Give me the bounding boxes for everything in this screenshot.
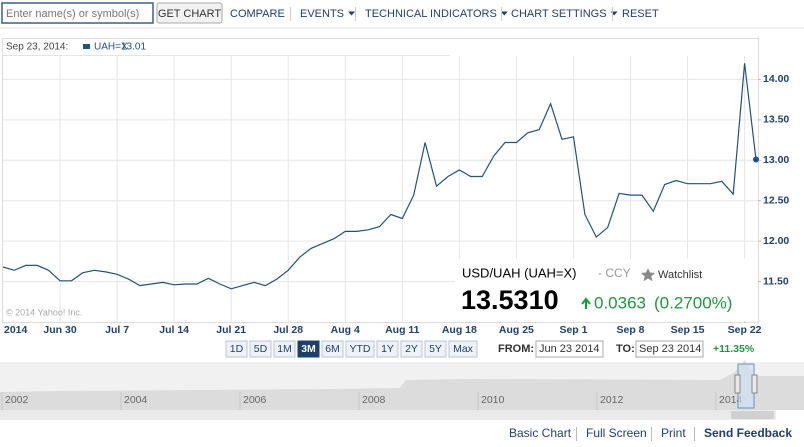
footer-link[interactable]: Full Screen: [586, 426, 647, 440]
range-button[interactable]: [321, 340, 344, 358]
range-button[interactable]: [249, 340, 272, 358]
y-tick-label: 13.50: [763, 114, 789, 126]
y-tick-label: 13.00: [763, 154, 789, 166]
year-label: 2008: [362, 394, 386, 406]
legend-swatch: [83, 44, 90, 49]
menu-link[interactable]: COMPARE: [230, 8, 285, 20]
menu-link[interactable]: TECHNICAL INDICATORS: [365, 8, 497, 20]
price-line: [2, 63, 757, 290]
range-button[interactable]: [345, 340, 375, 358]
date-label: Sep 23, 2014:: [6, 42, 68, 53]
navigator-years: 2002 2004 2006 2008 2010 2012 2014: [1, 392, 743, 410]
range-buttons: 1D 5D 1M 3M 6M YTD 1Y 2Y 5Y Max: [225, 340, 478, 358]
year-label: 2010: [481, 394, 505, 406]
navigator-handle-left[interactable]: [734, 374, 741, 394]
footer-link[interactable]: Print: [661, 426, 686, 440]
range-change: +11.35%: [713, 343, 755, 355]
quote-box: [455, 259, 758, 321]
legend-name: UAH=X: [94, 42, 128, 53]
x-tick-label: Aug 18: [442, 324, 477, 336]
scrollbar-track: [0, 410, 776, 420]
menu-link[interactable]: CHART SETTINGS: [511, 8, 607, 20]
range-button[interactable]: [448, 340, 478, 358]
legend-value: 13.01: [121, 42, 146, 53]
x-tick-label: Aug 25: [499, 324, 534, 336]
range-button[interactable]: [297, 340, 320, 358]
range-button-label: 1M: [277, 343, 292, 355]
range-button-label: 3M: [301, 343, 316, 355]
watchlist-icon[interactable]: [641, 268, 655, 282]
to-input[interactable]: [635, 340, 704, 358]
quote-price: 13.5310: [461, 285, 559, 315]
x-tick-label: Sep 15: [671, 324, 705, 336]
x-tick-label: Sep 22: [728, 324, 762, 336]
year-label: 2012: [600, 394, 624, 406]
year-label: 2014: [719, 394, 743, 406]
y-tick-label: 12.50: [763, 194, 789, 206]
range-button-label: 2Y: [405, 343, 418, 355]
x-tick-label: Sep 8: [616, 324, 644, 336]
year-label: 2002: [5, 394, 29, 406]
y-tick-label: 11.50: [763, 275, 789, 287]
up-arrow: [581, 297, 591, 309]
quote-change-pct: (0.2700%): [654, 293, 732, 312]
quote-change: 0.0363: [594, 293, 646, 312]
range-button[interactable]: [400, 340, 423, 358]
y-tick-label: 12.00: [763, 235, 789, 247]
range-button-label: Max: [453, 343, 474, 355]
from-input[interactable]: [535, 340, 604, 358]
range-button[interactable]: [424, 340, 447, 358]
menu-link[interactable]: EVENTS: [300, 8, 344, 20]
range-button[interactable]: [376, 340, 399, 358]
x-tick-label: Jul 14: [159, 324, 189, 336]
range-button-label: 1D: [230, 343, 244, 355]
credit: © 2014 Yahoo! Inc.: [6, 307, 82, 317]
from-label: FROM:: [498, 343, 534, 355]
navigator-area: [0, 360, 804, 410]
range-button-label: YTD: [350, 343, 371, 355]
x-tick-label: Jul 7: [105, 324, 129, 336]
to-label: TO:: [616, 343, 635, 355]
range-button-label: 6M: [325, 343, 340, 355]
range-button[interactable]: [273, 340, 296, 358]
year-label: 2006: [243, 394, 267, 406]
quote-name: USD/UAH (UAH=X): [462, 265, 577, 280]
scrollbar-thumb[interactable]: [731, 411, 774, 419]
range-button[interactable]: [225, 340, 248, 358]
search-placeholder: Enter name(s) or symbol(s): [6, 8, 139, 20]
footer: Basic Chart Full Screen Print Send Feedback: [509, 426, 792, 441]
navigator-handle-right[interactable]: [751, 374, 758, 394]
menu-link[interactable]: RESET: [622, 8, 659, 20]
range-button-label: 5Y: [429, 343, 442, 355]
to-value: Sep 23 2014: [639, 343, 701, 355]
range-button-label: 1Y: [381, 343, 394, 355]
x-tick-label: Jul 21: [216, 324, 246, 336]
get-chart-label: GET CHART: [158, 8, 221, 20]
x-tick-label: Aug 4: [331, 324, 360, 336]
footer-link[interactable]: Send Feedback: [704, 426, 792, 440]
dropdown-arrow: [500, 11, 508, 16]
from-value: Jun 23 2014: [539, 343, 600, 355]
quote-kind: - CCY: [598, 266, 631, 280]
get-chart-button[interactable]: [156, 2, 223, 24]
x-tick-label: Jul 28: [273, 324, 303, 336]
y-tick-label: 14.00: [763, 73, 789, 85]
search-input[interactable]: [1, 2, 154, 24]
x-tick-label: Sep 1: [559, 324, 587, 336]
watchlist-link[interactable]: Watchlist: [658, 269, 702, 281]
dropdown-arrow: [348, 11, 356, 16]
last-point: [753, 156, 759, 163]
year-label: 2004: [124, 394, 148, 406]
range-button-label: 5D: [254, 343, 268, 355]
footer-link[interactable]: Basic Chart: [509, 426, 572, 440]
x-tick-label: Jun 30: [43, 324, 76, 336]
x-tick-label: Aug 11: [385, 324, 420, 336]
x-tick-label: 2014: [4, 324, 28, 336]
